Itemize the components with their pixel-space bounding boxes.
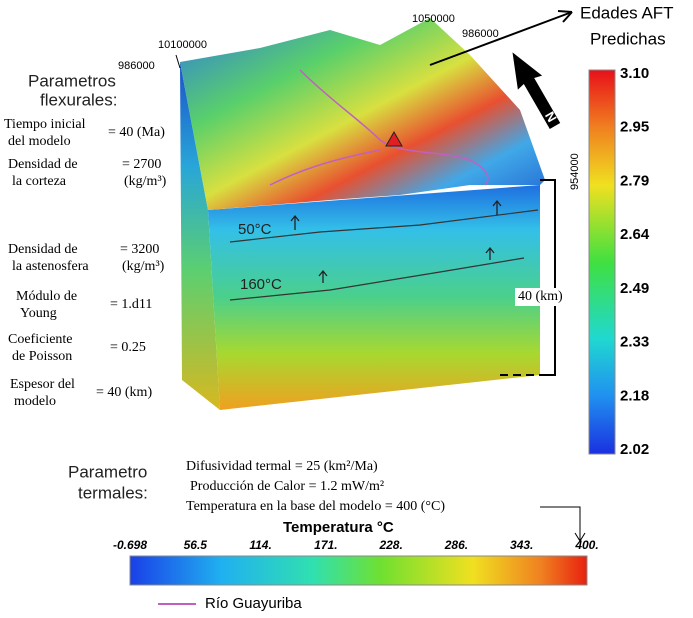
colorbar-label: 286. <box>444 538 468 552</box>
section-title: Parametros <box>28 71 116 90</box>
param-label: la corteza <box>12 174 67 189</box>
tick-line <box>175 54 181 69</box>
peak-marker <box>385 130 403 147</box>
colorbar-label: 2.33 <box>620 334 649 351</box>
param-value: = 40 (Ma) <box>108 125 165 140</box>
pointer-head <box>574 532 586 542</box>
colorbar-label: 114. <box>249 538 271 552</box>
arrows-up <box>290 199 502 283</box>
colorbar-label: 2.95 <box>620 119 649 136</box>
colorbar-label: 2.18 <box>620 387 649 404</box>
param-value: = 2700 <box>122 157 161 172</box>
param-label: la astenosfera <box>12 259 89 274</box>
colorbar-title: Edades AFT <box>580 3 674 22</box>
section-title: termales: <box>78 483 148 502</box>
thickness-label: 40 (km) <box>518 289 563 304</box>
front-face <box>208 185 540 410</box>
river <box>299 69 489 186</box>
param-value: (kg/m³) <box>122 259 165 274</box>
param-label: Young <box>20 306 57 321</box>
pointer-line <box>540 506 581 540</box>
param-label: del modelo <box>8 134 71 149</box>
colorbar-label: 2.02 <box>620 441 649 458</box>
colorbar-label: 171. <box>314 538 337 552</box>
isotherm-label: 50°C <box>238 221 272 238</box>
colorbar-label: 2.79 <box>620 172 649 189</box>
colorbar-title: Predichas <box>590 29 666 48</box>
param-label: modelo <box>14 394 56 409</box>
orientation-arrow <box>429 11 573 66</box>
coordinate: 986000 <box>118 60 155 72</box>
param-label: Espesor del <box>10 377 75 392</box>
colorbar-label: 56.5 <box>184 538 208 552</box>
param-value: (kg/m³) <box>124 174 167 189</box>
colorbar-label: 2.49 <box>620 280 649 297</box>
colorbar-label: 228. <box>378 538 402 552</box>
param-value: = 0.25 <box>110 340 146 355</box>
param-label: de Poisson <box>12 349 72 364</box>
colorbar-label: 3.10 <box>620 65 649 82</box>
coordinate: 986000 <box>462 28 499 40</box>
colorbar-label: 2.64 <box>620 226 650 243</box>
age-colorbar <box>588 69 616 455</box>
arrowhead <box>557 10 573 23</box>
param-value: = 40 (km) <box>96 385 152 400</box>
param-label: Módulo de <box>16 289 77 304</box>
legend-label: Río Guayuriba <box>205 595 302 612</box>
thermal-line: Producción de Calor = 1.2 mW/m² <box>190 479 384 494</box>
colorbar-label: 343. <box>510 538 533 552</box>
isotherm-line <box>229 209 539 243</box>
isotherm-line <box>229 257 525 301</box>
thermal-line: Temperatura en la base del modelo = 400 … <box>186 499 445 514</box>
thickness-bracket <box>540 179 556 376</box>
river-branch <box>269 149 381 186</box>
left-face <box>180 62 220 410</box>
thermal-line: Difusividad termal = 25 (km²/Ma) <box>186 459 378 474</box>
param-label: Coeficiente <box>8 332 73 347</box>
temperature-colorbar <box>129 555 588 586</box>
coordinate: 954000 <box>569 153 581 190</box>
colorbar-label: 400. <box>574 538 598 552</box>
colorbar-title: Temperatura °C <box>283 519 394 536</box>
section-title: Parametro <box>68 462 147 481</box>
param-value: = 1.d11 <box>110 297 152 312</box>
param-value: = 3200 <box>120 242 159 257</box>
coordinate: 1050000 <box>412 13 455 25</box>
colorbar-label: -0.698 <box>113 538 147 552</box>
section-title: flexurales: <box>40 90 117 109</box>
param-label: Densidad de <box>8 157 78 172</box>
coordinate: 10100000 <box>158 39 207 51</box>
isotherm-label: 160°C <box>240 276 282 293</box>
label-bg <box>515 288 571 306</box>
top-face <box>180 18 545 210</box>
param-label: Densidad de <box>8 242 78 257</box>
param-label: Tiempo inicial <box>4 117 86 132</box>
north-arrow: N <box>512 52 561 129</box>
